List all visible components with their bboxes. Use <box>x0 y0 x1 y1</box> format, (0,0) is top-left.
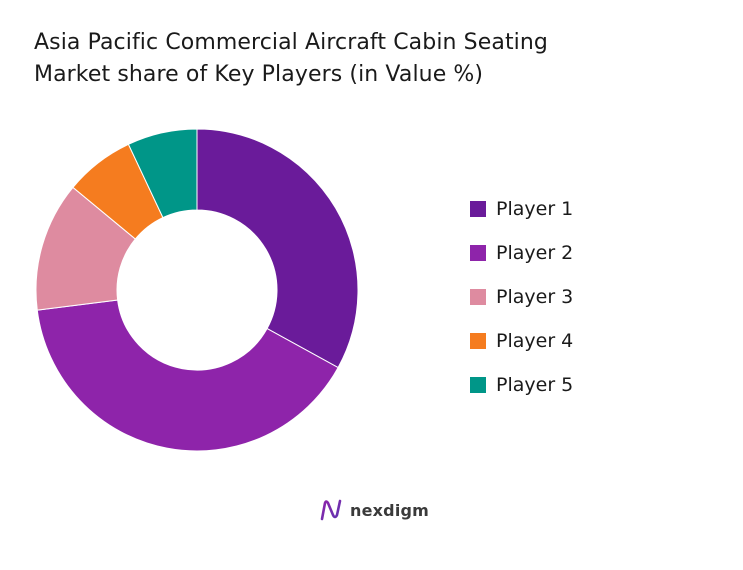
legend-swatch-5 <box>470 377 486 393</box>
legend-item-4: Player 4 <box>470 319 573 363</box>
legend-label-3: Player 3 <box>496 286 574 308</box>
legend-item-3: Player 3 <box>470 275 573 319</box>
legend-item-2: Player 2 <box>470 231 573 275</box>
legend-item-1: Player 1 <box>470 187 573 231</box>
donut-slice-5 <box>127 128 198 219</box>
legend-label-2: Player 2 <box>496 242 574 264</box>
chart-title: Asia Pacific Commercial Aircraft Cabin S… <box>34 27 548 91</box>
legend-swatch-2 <box>470 245 486 261</box>
legend-swatch-4 <box>470 333 486 349</box>
brand-footer: nexdigm <box>318 498 429 522</box>
chart-title-line-1: Asia Pacific Commercial Aircraft Cabin S… <box>34 30 548 55</box>
brand-name: nexdigm <box>350 500 430 520</box>
donut-slice-1 <box>196 128 359 369</box>
chart-legend: Player 1 Player 2 Player 3 Player 4 Player 5 <box>470 187 573 407</box>
legend-label-1: Player 1 <box>496 198 574 220</box>
legend-swatch-3 <box>470 289 486 305</box>
legend-label-4: Player 4 <box>496 330 574 352</box>
legend-swatch-1 <box>470 201 486 217</box>
chart-title-line-2: Market share of Key Players (in Value %) <box>34 62 484 87</box>
nexdigm-logo-icon <box>320 499 342 521</box>
donut-slice-2 <box>36 299 339 452</box>
legend-label-5: Player 5 <box>496 374 574 396</box>
legend-item-5: Player 5 <box>470 363 573 407</box>
